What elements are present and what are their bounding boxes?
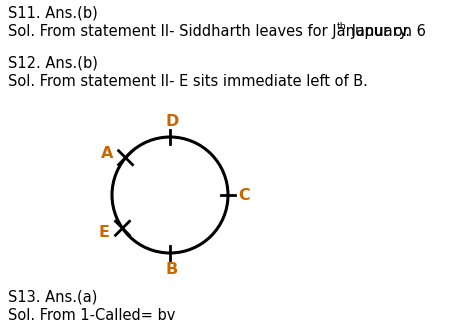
Text: B: B bbox=[166, 261, 178, 276]
Text: Sol. From statement II- Siddharth leaves for Janupur on 6: Sol. From statement II- Siddharth leaves… bbox=[8, 24, 426, 39]
Text: A: A bbox=[101, 146, 114, 161]
Text: th: th bbox=[337, 22, 347, 31]
Text: January.: January. bbox=[347, 24, 410, 39]
Text: S13. Ans.(a): S13. Ans.(a) bbox=[8, 290, 98, 305]
Text: Sol. From 1-Called= bv: Sol. From 1-Called= bv bbox=[8, 308, 175, 323]
Text: D: D bbox=[165, 113, 179, 128]
Text: Sol. From statement II- E sits immediate left of B.: Sol. From statement II- E sits immediate… bbox=[8, 74, 368, 89]
Text: C: C bbox=[238, 187, 250, 202]
Text: E: E bbox=[99, 225, 110, 240]
Text: S11. Ans.(b): S11. Ans.(b) bbox=[8, 6, 98, 21]
Text: S12. Ans.(b): S12. Ans.(b) bbox=[8, 56, 98, 71]
